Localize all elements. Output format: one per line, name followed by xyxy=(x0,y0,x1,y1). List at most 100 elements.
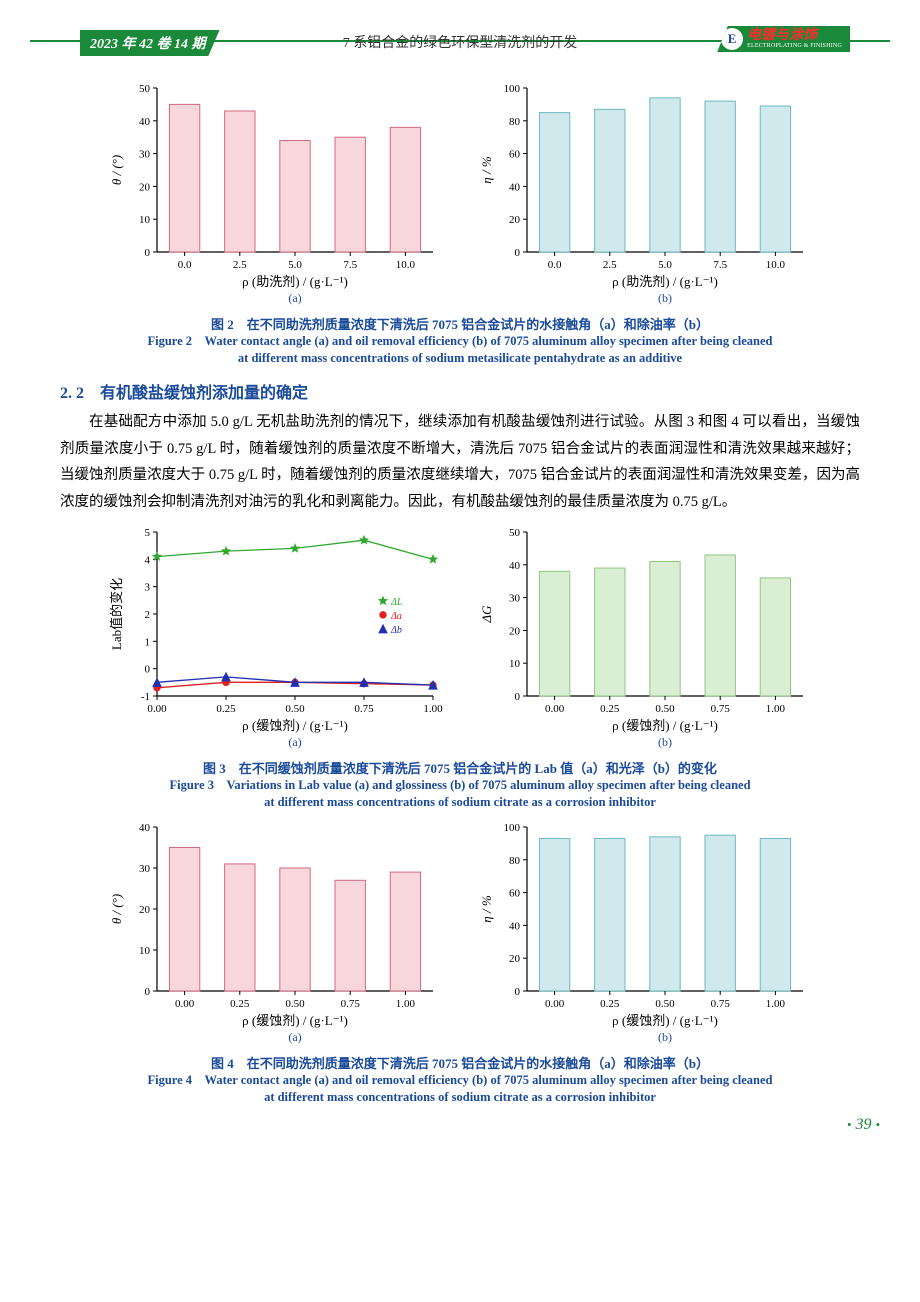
svg-text:2.5: 2.5 xyxy=(233,259,247,271)
svg-text:ρ (缓蚀剂) / (g·L⁻¹): ρ (缓蚀剂) / (g·L⁻¹) xyxy=(242,718,348,733)
svg-text:5.0: 5.0 xyxy=(288,259,302,271)
svg-text:3: 3 xyxy=(145,582,151,594)
svg-text:40: 40 xyxy=(509,560,521,572)
fig3-a: -10123450.000.250.500.751.00ΔLΔaΔbLab值的变… xyxy=(105,522,445,752)
svg-text:20: 20 xyxy=(509,953,521,965)
svg-text:0.00: 0.00 xyxy=(147,703,167,715)
svg-text:0: 0 xyxy=(145,247,151,259)
svg-text:0.50: 0.50 xyxy=(285,703,305,715)
svg-text:ρ (助洗剂) / (g·L⁻¹): ρ (助洗剂) / (g·L⁻¹) xyxy=(612,274,718,289)
para-2-2: 在基础配方中添加 5.0 g/L 无机盐助洗剂的情况下，继续添加有机酸盐缓蚀剂进… xyxy=(60,409,860,516)
svg-text:ρ (助洗剂) / (g·L⁻¹): ρ (助洗剂) / (g·L⁻¹) xyxy=(242,274,348,289)
svg-text:1.00: 1.00 xyxy=(396,998,416,1010)
running-title: 7 系铝合金的绿色环保型清洗剂的开发 xyxy=(343,32,578,52)
svg-text:θ / (°): θ / (°) xyxy=(109,894,124,924)
svg-text:0.0: 0.0 xyxy=(178,259,192,271)
svg-text:100: 100 xyxy=(504,822,521,834)
svg-text:Δa: Δa xyxy=(390,611,402,622)
svg-text:7.5: 7.5 xyxy=(713,259,727,271)
svg-text:0.75: 0.75 xyxy=(711,703,731,715)
svg-text:ρ (缓蚀剂) / (g·L⁻¹): ρ (缓蚀剂) / (g·L⁻¹) xyxy=(242,1013,348,1028)
svg-text:60: 60 xyxy=(509,149,521,161)
fig2-a: 010203040500.02.55.07.510.0θ / (°)ρ (助洗剂… xyxy=(105,78,445,308)
svg-text:20: 20 xyxy=(509,625,521,637)
svg-text:10.0: 10.0 xyxy=(396,259,416,271)
svg-text:1: 1 xyxy=(145,636,151,648)
svg-text:(b): (b) xyxy=(658,291,672,305)
svg-text:-1: -1 xyxy=(141,691,150,703)
svg-text:(b): (b) xyxy=(658,1030,672,1044)
svg-text:0.75: 0.75 xyxy=(711,998,731,1010)
svg-text:0.25: 0.25 xyxy=(230,998,250,1010)
svg-text:1.00: 1.00 xyxy=(766,998,786,1010)
svg-text:0.0: 0.0 xyxy=(548,259,562,271)
svg-text:1.00: 1.00 xyxy=(766,703,786,715)
svg-text:ΔL: ΔL xyxy=(390,597,403,608)
svg-text:0.50: 0.50 xyxy=(285,998,305,1010)
svg-text:20: 20 xyxy=(139,181,151,193)
svg-text:10.0: 10.0 xyxy=(766,259,786,271)
fig4-b: 0204060801000.000.250.500.751.00η / %ρ (… xyxy=(475,817,815,1047)
svg-text:80: 80 xyxy=(509,116,521,128)
logo-mark-icon: E xyxy=(721,28,743,50)
journal-logo: E 电镀与涂饰 ELECTROPLATING & FINISHING xyxy=(717,26,850,52)
svg-text:Δb: Δb xyxy=(390,625,402,636)
page-header: 2023 年 42 卷 14 期 7 系铝合金的绿色环保型清洗剂的开发 E 电镀… xyxy=(60,30,860,64)
fig4-caption-cn: 图 4 在不同助洗剂质量浓度下清洗后 7075 铝合金试片的水接触角（a）和除油… xyxy=(60,1053,860,1072)
page-number: • 39 • xyxy=(847,1116,880,1134)
svg-text:40: 40 xyxy=(139,116,151,128)
logo-en: ELECTROPLATING & FINISHING xyxy=(747,43,842,49)
svg-text:ΔG: ΔG xyxy=(479,605,494,624)
svg-text:ρ (缓蚀剂) / (g·L⁻¹): ρ (缓蚀剂) / (g·L⁻¹) xyxy=(612,1013,718,1028)
section-2-2-heading: 2. 2 有机酸盐缓蚀剂添加量的确定 xyxy=(60,379,860,403)
svg-text:1.00: 1.00 xyxy=(423,703,443,715)
svg-text:20: 20 xyxy=(509,214,521,226)
svg-text:0.00: 0.00 xyxy=(545,703,565,715)
fig2-caption-cn: 图 2 在不同助洗剂质量浓度下清洗后 7075 铝合金试片的水接触角（a）和除油… xyxy=(60,314,860,333)
svg-text:0.25: 0.25 xyxy=(216,703,236,715)
svg-text:50: 50 xyxy=(139,83,151,95)
svg-text:η / %: η / % xyxy=(479,895,494,923)
fig2-b: 0204060801000.02.55.07.510.0η / %ρ (助洗剂)… xyxy=(475,78,815,308)
svg-text:0.75: 0.75 xyxy=(341,998,361,1010)
svg-text:5: 5 xyxy=(145,527,151,539)
svg-text:50: 50 xyxy=(509,527,521,539)
fig2-caption-en2: at different mass concentrations of sodi… xyxy=(60,350,860,367)
svg-text:Lab值的变化: Lab值的变化 xyxy=(109,578,124,650)
svg-text:4: 4 xyxy=(145,554,151,566)
svg-text:0: 0 xyxy=(145,986,151,998)
svg-text:10: 10 xyxy=(509,658,521,670)
svg-text:20: 20 xyxy=(139,904,151,916)
svg-text:0.50: 0.50 xyxy=(655,703,675,715)
logo-cn: 电镀与涂饰 xyxy=(747,29,842,43)
fig4-caption-en2: at different mass concentrations of sodi… xyxy=(60,1089,860,1106)
svg-text:0.50: 0.50 xyxy=(655,998,675,1010)
issue-badge: 2023 年 42 卷 14 期 xyxy=(80,30,220,56)
svg-text:0: 0 xyxy=(515,986,521,998)
svg-text:0: 0 xyxy=(515,691,521,703)
fig4-caption-en1: Figure 4 Water contact angle (a) and oil… xyxy=(60,1072,860,1089)
svg-text:40: 40 xyxy=(509,920,521,932)
svg-text:80: 80 xyxy=(509,855,521,867)
section-num: 2. 2 xyxy=(60,385,84,402)
svg-text:30: 30 xyxy=(139,149,151,161)
fig2-caption-en1: Figure 2 Water contact angle (a) and oil… xyxy=(60,333,860,350)
svg-text:0.00: 0.00 xyxy=(545,998,565,1010)
svg-text:5.0: 5.0 xyxy=(658,259,672,271)
svg-text:60: 60 xyxy=(509,887,521,899)
svg-text:40: 40 xyxy=(139,822,151,834)
svg-text:(a): (a) xyxy=(288,1030,301,1044)
figure-4: 0102030400.000.250.500.751.00θ / (°)ρ (缓… xyxy=(60,817,860,1047)
fig4-a: 0102030400.000.250.500.751.00θ / (°)ρ (缓… xyxy=(105,817,445,1047)
svg-text:0.00: 0.00 xyxy=(175,998,195,1010)
figure-2: 010203040500.02.55.07.510.0θ / (°)ρ (助洗剂… xyxy=(60,78,860,308)
section-title: 有机酸盐缓蚀剂添加量的确定 xyxy=(100,385,308,402)
fig3-b: 010203040500.000.250.500.751.00ΔGρ (缓蚀剂)… xyxy=(475,522,815,752)
svg-text:40: 40 xyxy=(509,181,521,193)
svg-text:0: 0 xyxy=(515,247,521,259)
svg-text:100: 100 xyxy=(504,83,521,95)
svg-text:10: 10 xyxy=(139,214,151,226)
fig3-caption-en2: at different mass concentrations of sodi… xyxy=(60,794,860,811)
svg-text:2: 2 xyxy=(145,609,151,621)
svg-text:10: 10 xyxy=(139,945,151,957)
